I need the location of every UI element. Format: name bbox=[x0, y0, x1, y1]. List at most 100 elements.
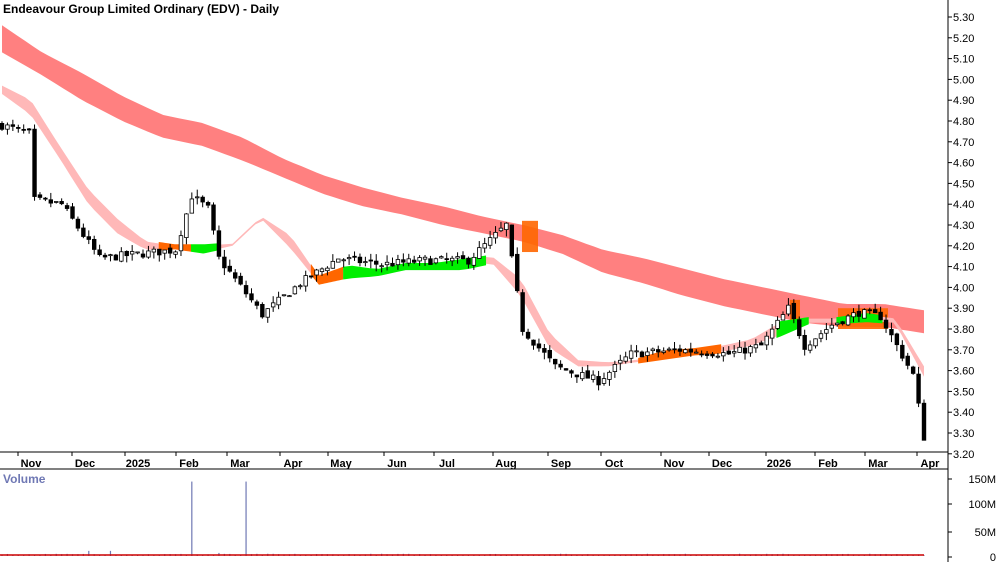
price-bar-body bbox=[699, 353, 704, 356]
price-bar bbox=[341, 258, 346, 268]
price-bar-body bbox=[883, 319, 889, 329]
price-bar-body bbox=[563, 368, 569, 371]
price-bar-body bbox=[260, 304, 265, 318]
price-tick-label: 4.60 bbox=[953, 158, 974, 170]
price-bar-body bbox=[216, 230, 222, 257]
volume-title: Volume bbox=[3, 472, 46, 486]
date-tick-label: Apr bbox=[284, 458, 304, 470]
volume-bars bbox=[0, 481, 925, 556]
price-bar bbox=[108, 253, 113, 262]
price-bar bbox=[384, 255, 390, 271]
price-bar-body bbox=[157, 248, 162, 256]
price-bar bbox=[905, 352, 910, 370]
price-bar-body bbox=[520, 292, 525, 332]
price-tick-label: 4.80 bbox=[953, 116, 974, 128]
volume-tick-label: 150M bbox=[968, 474, 996, 486]
price-bar-body bbox=[704, 353, 710, 356]
price-bar-body bbox=[86, 236, 91, 240]
date-tick-label: Dec bbox=[75, 458, 95, 470]
price-bar bbox=[612, 360, 618, 378]
price-bar bbox=[167, 243, 173, 259]
price-bar-body bbox=[270, 302, 276, 308]
price-bar bbox=[590, 370, 596, 383]
price-bar-body bbox=[162, 249, 167, 254]
price-bar bbox=[883, 314, 889, 333]
price-bar-body bbox=[683, 349, 688, 354]
axes bbox=[0, 0, 949, 562]
price-bar bbox=[368, 253, 373, 269]
price-bar bbox=[672, 341, 677, 354]
price-bar bbox=[677, 344, 683, 356]
price-bar bbox=[504, 222, 509, 237]
price-bar bbox=[352, 251, 357, 261]
price-bar-body bbox=[466, 257, 471, 265]
price-bar-body bbox=[547, 349, 552, 359]
price-bar-body bbox=[672, 348, 677, 351]
price-bar bbox=[753, 338, 759, 353]
price-bar bbox=[878, 306, 883, 321]
price-bar bbox=[818, 330, 824, 343]
price-bar-body bbox=[851, 312, 856, 318]
price-bar-body bbox=[650, 348, 656, 352]
chart-title: Endeavour Group Limited Ordinary (EDV) -… bbox=[3, 2, 280, 16]
price-tick-label: 4.30 bbox=[953, 220, 974, 232]
price-bar bbox=[102, 252, 108, 260]
price-bar bbox=[211, 202, 216, 235]
price-bar bbox=[287, 295, 292, 298]
price-bar-body bbox=[878, 311, 883, 321]
price-bar-body bbox=[151, 248, 157, 253]
price-bar-body bbox=[731, 351, 737, 354]
price-bar-body bbox=[471, 256, 477, 266]
price-bar bbox=[0, 121, 5, 131]
price-bar bbox=[401, 253, 406, 267]
price-bars bbox=[0, 119, 927, 441]
price-bar-body bbox=[531, 339, 536, 346]
price-bar bbox=[428, 255, 433, 265]
long-ma-band bbox=[2, 25, 924, 334]
price-bar-body bbox=[694, 351, 699, 354]
price-bar bbox=[845, 313, 851, 326]
price-bar bbox=[639, 350, 645, 358]
price-bar-body bbox=[753, 344, 759, 349]
price-bar bbox=[330, 254, 336, 269]
price-tick-label: 4.50 bbox=[953, 178, 974, 190]
price-bar bbox=[471, 252, 477, 270]
price-bar-body bbox=[487, 237, 493, 246]
price-bar-body bbox=[357, 256, 363, 264]
price-bar bbox=[319, 267, 325, 276]
date-tick-label: 2026 bbox=[767, 458, 791, 470]
price-bar bbox=[797, 316, 802, 339]
price-bar bbox=[54, 201, 59, 204]
price-tick-label: 5.10 bbox=[953, 54, 974, 66]
price-bar bbox=[786, 298, 791, 317]
price-tick-label: 5.30 bbox=[953, 12, 974, 24]
price-bar-body bbox=[916, 373, 921, 404]
price-bar bbox=[477, 241, 482, 259]
price-bar bbox=[227, 259, 232, 273]
price-bar bbox=[422, 254, 428, 266]
price-bar bbox=[683, 348, 688, 354]
price-bar-body bbox=[422, 256, 428, 260]
price-bar bbox=[439, 255, 444, 259]
price-bar bbox=[910, 365, 916, 375]
price-bar bbox=[856, 304, 862, 322]
price-bar bbox=[802, 329, 807, 356]
price-bar-body bbox=[498, 227, 504, 232]
price-bar bbox=[498, 221, 504, 233]
price-bar-body bbox=[688, 348, 693, 353]
price-bar bbox=[542, 343, 547, 360]
price-bar bbox=[623, 351, 628, 364]
price-bar bbox=[406, 253, 411, 267]
price-bar bbox=[449, 255, 455, 267]
price-bar-body bbox=[146, 250, 151, 258]
price-bar-body bbox=[628, 350, 634, 359]
price-bar bbox=[417, 255, 422, 266]
price-bar bbox=[721, 347, 726, 362]
price-bar bbox=[710, 352, 715, 359]
price-bar-body bbox=[346, 257, 352, 260]
date-tick-label: Aug bbox=[495, 458, 516, 470]
price-bar bbox=[813, 338, 818, 349]
price-bar bbox=[298, 283, 303, 290]
date-tick-label: 2025 bbox=[126, 458, 150, 470]
